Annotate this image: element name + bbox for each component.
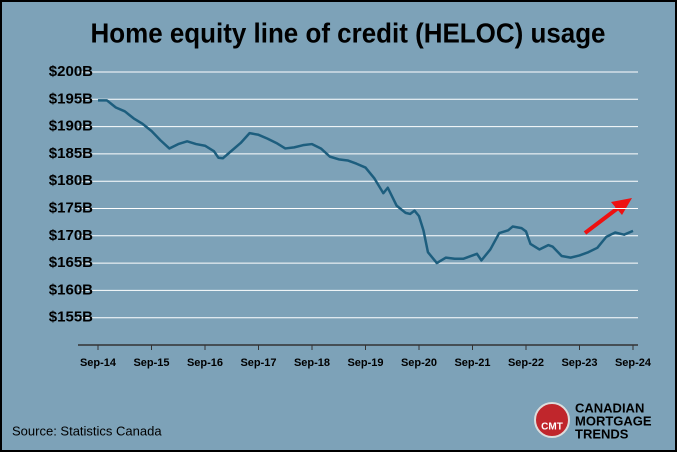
x-tick-label: Sep-20 <box>401 357 437 369</box>
y-tick-label: $185B <box>49 145 93 162</box>
source: Source: Statistics Canada <box>12 423 162 438</box>
x-tick-label: Sep-19 <box>347 357 383 369</box>
x-tick-label: Sep-14 <box>80 357 117 369</box>
y-tick-label: $155B <box>49 309 93 326</box>
y-tick-label: $180B <box>49 172 93 189</box>
y-tick-label: $175B <box>49 199 93 216</box>
x-tick-label: Sep-22 <box>508 357 544 369</box>
y-tick-label: $195B <box>49 90 93 107</box>
logo-text: TRENDS <box>575 426 629 441</box>
y-tick-label: $170B <box>49 227 93 244</box>
x-tick-label: Sep-24 <box>615 357 652 369</box>
x-tick-label: Sep-17 <box>240 357 276 369</box>
x-tick-label: Sep-23 <box>561 357 597 369</box>
chart-title: Home equity line of credit (HELOC) usage <box>91 17 606 48</box>
x-tick-label: Sep-21 <box>454 357 490 369</box>
logo-text: MORTGAGE <box>575 413 652 428</box>
logo-text: CANADIAN <box>575 400 644 415</box>
x-tick-label: Sep-16 <box>187 357 223 369</box>
y-tick-label: $190B <box>49 118 93 135</box>
logo: CMT CANADIAN MORTGAGE TRENDS <box>534 400 652 441</box>
y-tick-label: $200B <box>49 63 93 80</box>
series-line <box>98 99 634 265</box>
arrow-shaft <box>583 206 620 235</box>
x-tick-label: Sep-18 <box>294 357 330 369</box>
y-tick-label: $165B <box>49 254 93 271</box>
arrow-head <box>611 198 632 215</box>
arrow <box>583 198 632 235</box>
y-tick-label: $160B <box>49 281 93 298</box>
logo-badge <box>534 402 570 438</box>
logo-badge-text: CMT <box>541 422 563 433</box>
x-tick-label: Sep-15 <box>133 357 169 369</box>
